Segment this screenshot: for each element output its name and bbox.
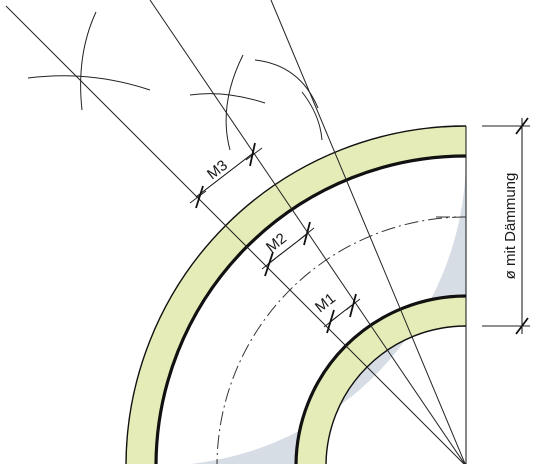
radial-line-m3 [5,5,465,464]
label-m3: M3 [204,157,231,183]
construction-arc [225,54,244,151]
outer-insulation-ring [126,126,466,464]
measurement-m3: M3 [189,142,263,209]
diameter-dimension: ø mit Dämmung [482,117,530,335]
label-m1: M1 [312,290,339,316]
inner-insulation-ring [296,296,466,464]
dimension-label: ø mit Dämmung [502,173,519,280]
label-m2: M2 [263,230,290,256]
construction-arc [27,75,151,91]
radial-line-m1 [270,0,466,464]
measurement-m1: M1 [312,290,361,334]
construction-arc [301,91,323,141]
construction-arc [80,11,97,111]
construction-arc [254,59,319,109]
construction-arc [189,93,266,104]
